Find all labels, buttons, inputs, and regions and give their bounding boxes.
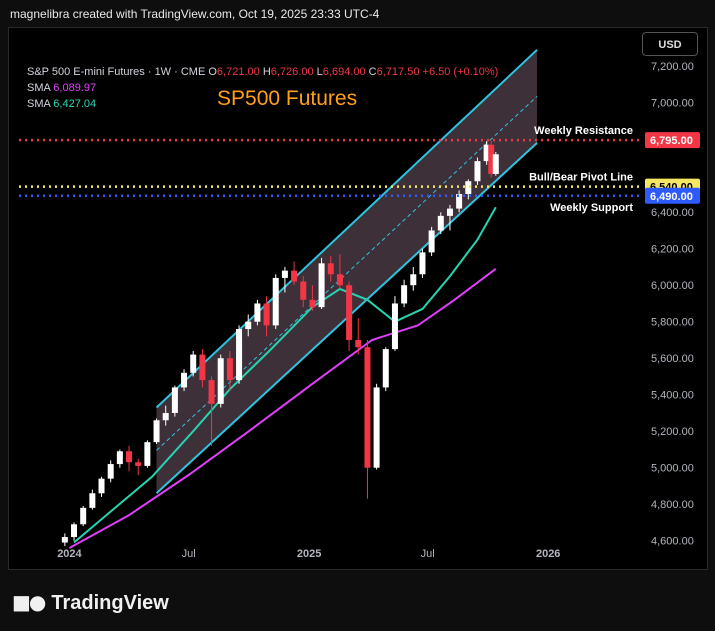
ohlc-open: O6,721.00 [208,66,260,78]
candle-body[interactable] [281,270,288,278]
candle-body[interactable] [492,154,499,174]
candle-body[interactable] [217,358,224,404]
chart-frame: Weekly Resistance Bull/Bear Pivot Line Wee… [8,27,708,570]
tradingview-logo[interactable]: ■● TradingView [12,590,169,615]
candle-body[interactable] [135,462,142,466]
candle-body[interactable] [474,161,481,182]
weekly-support-price-tag[interactable] [645,187,700,204]
y-tick-label: 5,000.00 [651,463,694,475]
candle-body[interactable] [483,144,490,162]
candle-body[interactable] [80,507,87,525]
y-tick-label: 6,200.00 [651,244,694,256]
candle-body[interactable] [263,303,270,326]
ohlc-high: H6,726.00 [262,66,314,78]
candle-body[interactable] [245,321,252,330]
candle-body[interactable] [410,274,417,286]
ohlc-close: C6,717.50 [368,66,420,78]
y-tick-label: 4,800.00 [651,499,694,511]
candle-body[interactable] [98,478,105,494]
candle-body[interactable] [382,349,389,388]
candle-body[interactable] [89,493,96,508]
candle-body[interactable] [318,263,325,308]
candle-body[interactable] [126,451,133,463]
sma-short-row[interactable]: SMA 6,427.04 [27,96,498,112]
candle-body[interactable] [488,144,495,174]
candle-body[interactable] [171,387,178,413]
sma-long-value: 6,089.97 [53,82,97,94]
sma-long-label: SMA [27,82,51,94]
channel-fill [156,49,538,494]
weekly-resistance-price-label: 6,795.00 [650,135,693,147]
candle-body[interactable] [355,339,362,348]
y-tick-label: 7,200.00 [651,61,694,73]
candle-body[interactable] [364,347,371,468]
candle-body[interactable] [300,281,307,300]
candle-body[interactable] [401,285,408,304]
sma-long-row[interactable]: SMA 6,089.97 [27,80,498,96]
weekly-support-annotation: Weekly Support [550,202,633,214]
candle-body[interactable] [107,464,114,479]
y-tick-label: 5,400.00 [651,390,694,402]
weekly-resistance-price-tag[interactable] [645,132,700,149]
symbol-ohlc-row: S&P 500 E-mini Futures · 1W · CME O6,721… [27,64,498,80]
ohlc-change: +6.50 (+0.10%) [422,66,499,78]
candle-body[interactable] [162,412,169,421]
candle-body[interactable] [208,380,215,404]
candle-body[interactable] [465,181,472,194]
candle-body[interactable] [236,329,243,381]
bull-bear-pivot-annotation: Bull/Bear Pivot Line [529,172,633,184]
brand-name: TradingView [51,592,169,614]
candle-body[interactable] [446,208,453,216]
tradingview-logo-icon: ■● [12,590,46,614]
chart-legend: S&P 500 E-mini Futures · 1W · CME O6,721… [27,64,498,112]
candle-body[interactable] [153,420,160,443]
chart-caption: magnelibra created with TradingView.com,… [10,7,380,21]
candle-body[interactable] [309,299,316,308]
candle-body[interactable] [226,358,233,381]
candle-body[interactable] [346,285,353,340]
y-tick-label: 6,000.00 [651,280,694,292]
y-tick-label: 5,800.00 [651,317,694,329]
candle-body[interactable] [428,230,435,253]
symbol-name: S&P 500 E-mini Futures · 1W · CME [27,66,206,78]
candle-body[interactable] [71,524,78,538]
ohlc-low: L6,694.00 [316,66,366,78]
candle-body[interactable] [181,372,188,388]
candle-body[interactable] [144,442,151,466]
sma-long-line[interactable] [68,268,497,549]
candle-body[interactable] [327,263,334,275]
x-tick-label: 2024 [57,548,82,560]
sma-short-line[interactable] [73,206,497,544]
chart-title: SP500 Futures [217,87,357,110]
channel-upper-line[interactable] [155,49,538,409]
candle-body[interactable] [419,252,426,275]
price-chart[interactable]: Weekly Resistance Bull/Bear Pivot Line Wee… [9,28,707,569]
candle-body[interactable] [116,451,123,465]
candle-body[interactable] [373,387,380,468]
sma-short-value: 6,427.04 [53,98,97,110]
candle-body[interactable] [199,354,206,381]
candle-body[interactable] [391,303,398,350]
sma-short-label: SMA [27,98,51,110]
candle-body[interactable] [336,274,343,286]
y-tick-label: 5,200.00 [651,426,694,438]
candle-body[interactable] [254,303,261,322]
currency-button[interactable]: USD [642,32,698,56]
y-tick-label: 6,400.00 [651,207,694,219]
x-tick-label: Jul [421,548,435,560]
candle-body[interactable] [456,193,463,209]
candle-body[interactable] [272,277,279,326]
candle-body[interactable] [61,537,68,543]
x-tick-label: 2026 [536,548,560,560]
candle-body[interactable] [291,270,298,282]
weekly-resistance-annotation: Weekly Resistance [534,125,633,137]
y-tick-label: 4,600.00 [651,536,694,548]
x-tick-label: 2025 [297,548,321,560]
candle-body[interactable] [437,215,444,231]
y-tick-label: 7,000.00 [651,98,694,110]
y-tick-label: 5,600.00 [651,353,694,365]
candle-body[interactable] [190,354,197,373]
weekly-support-price-label: 6,490.00 [650,191,693,203]
x-tick-label: Jul [182,548,196,560]
